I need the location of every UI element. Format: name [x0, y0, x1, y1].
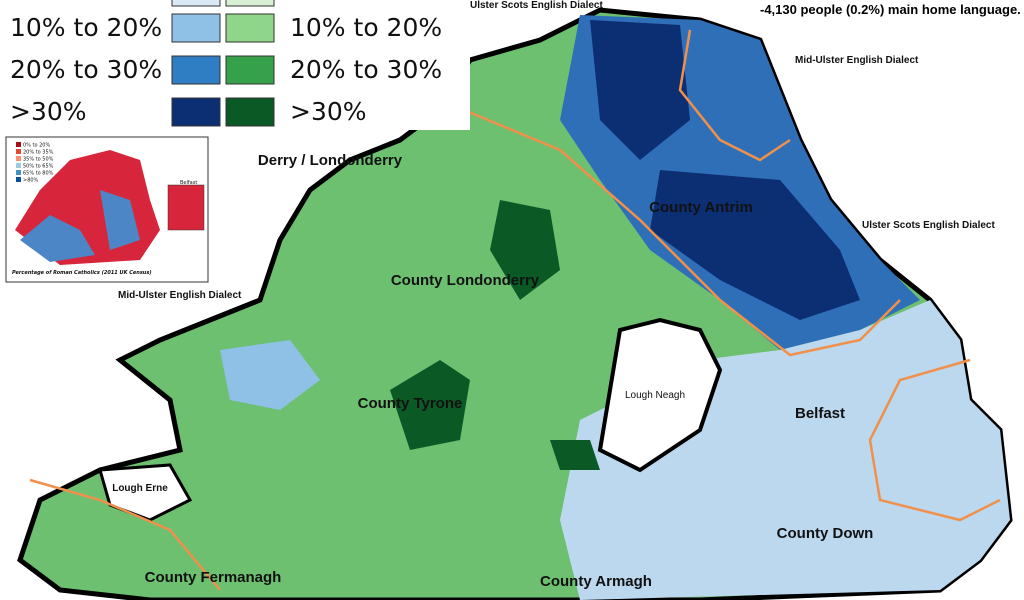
lough-neagh — [597, 317, 723, 473]
inset-map: Belfast Percentage of Roman Catholics (2… — [5, 136, 209, 283]
dialect-label: Ulster Scots English Dialect — [470, 0, 603, 11]
county-label: County Tyrone — [358, 395, 463, 412]
legend-label: 10% to 20% — [290, 13, 442, 42]
inset-swatch — [16, 163, 21, 168]
inset-legend-label: >80% — [23, 178, 39, 184]
inset-swatch — [16, 142, 21, 147]
legend-swatch — [171, 13, 221, 43]
inset-legend-label: 65% to 80% — [23, 171, 54, 177]
inset-belfast-box — [167, 184, 205, 231]
legend-swatch — [171, 0, 221, 7]
legend-label: >30% — [10, 97, 87, 126]
dialect-label: Mid-Ulster English Dialect — [118, 290, 242, 301]
county-label: County Armagh — [540, 573, 652, 590]
legend-swatch — [225, 13, 275, 43]
region-navy — [590, 20, 860, 320]
legend-swatch — [225, 0, 275, 7]
lough-erne — [98, 463, 193, 522]
inset-legend: 0% to 20%20% to 35%35% to 50%50% to 65%6… — [16, 142, 54, 184]
region-lightblue-west — [220, 340, 320, 410]
dialect-line — [29, 29, 1001, 591]
legend-label: 20% to 30% — [10, 55, 162, 84]
dialect-label: Ulster Scots English Dialect — [862, 220, 995, 231]
inset-land — [20, 190, 140, 262]
county-label: County Antrim — [649, 199, 753, 216]
legend-label: 10% to 20% — [10, 13, 162, 42]
inset-legend-label: 0% to 20% — [23, 143, 50, 149]
legend-label: 20% to 30% — [290, 55, 442, 84]
inset-legend-label: 35% to 50% — [23, 157, 54, 163]
inset-swatch — [16, 156, 21, 161]
lake-label: Lough Neagh — [625, 390, 685, 401]
header-note: -4,130 people (0.2%) main home language. — [760, 2, 1021, 17]
dialect-label: Mid-Ulster English Dialect — [795, 55, 919, 66]
legend-swatch — [171, 55, 221, 85]
legend-swatch — [225, 55, 275, 85]
inset-legend-label: 20% to 35% — [23, 150, 54, 156]
inset-belfast: Belfast — [180, 180, 197, 186]
county-label: County Down — [777, 525, 874, 542]
legend-swatch — [225, 97, 275, 127]
inset-swatch — [16, 149, 21, 154]
inset-swatch — [16, 177, 21, 182]
inset-swatch — [16, 170, 21, 175]
county-label: County Fermanagh — [145, 569, 282, 586]
legend-swatch — [171, 97, 221, 127]
city-label: Derry / Londonderry — [258, 152, 403, 169]
legend-label: >30% — [290, 97, 367, 126]
inset-legend-label: 50% to 65% — [23, 164, 54, 170]
county-label: County Londonderry — [391, 272, 540, 289]
legend: 10% to 20% 10% to 20% 20% to 30% 20% to 30%… — [10, 0, 442, 127]
lake-label: Lough Erne — [112, 483, 168, 494]
region-darkgreen — [390, 200, 600, 470]
inset-caption: Percentage of Roman Catholics (2011 UK C… — [12, 270, 152, 276]
city-label: Belfast — [795, 405, 845, 422]
